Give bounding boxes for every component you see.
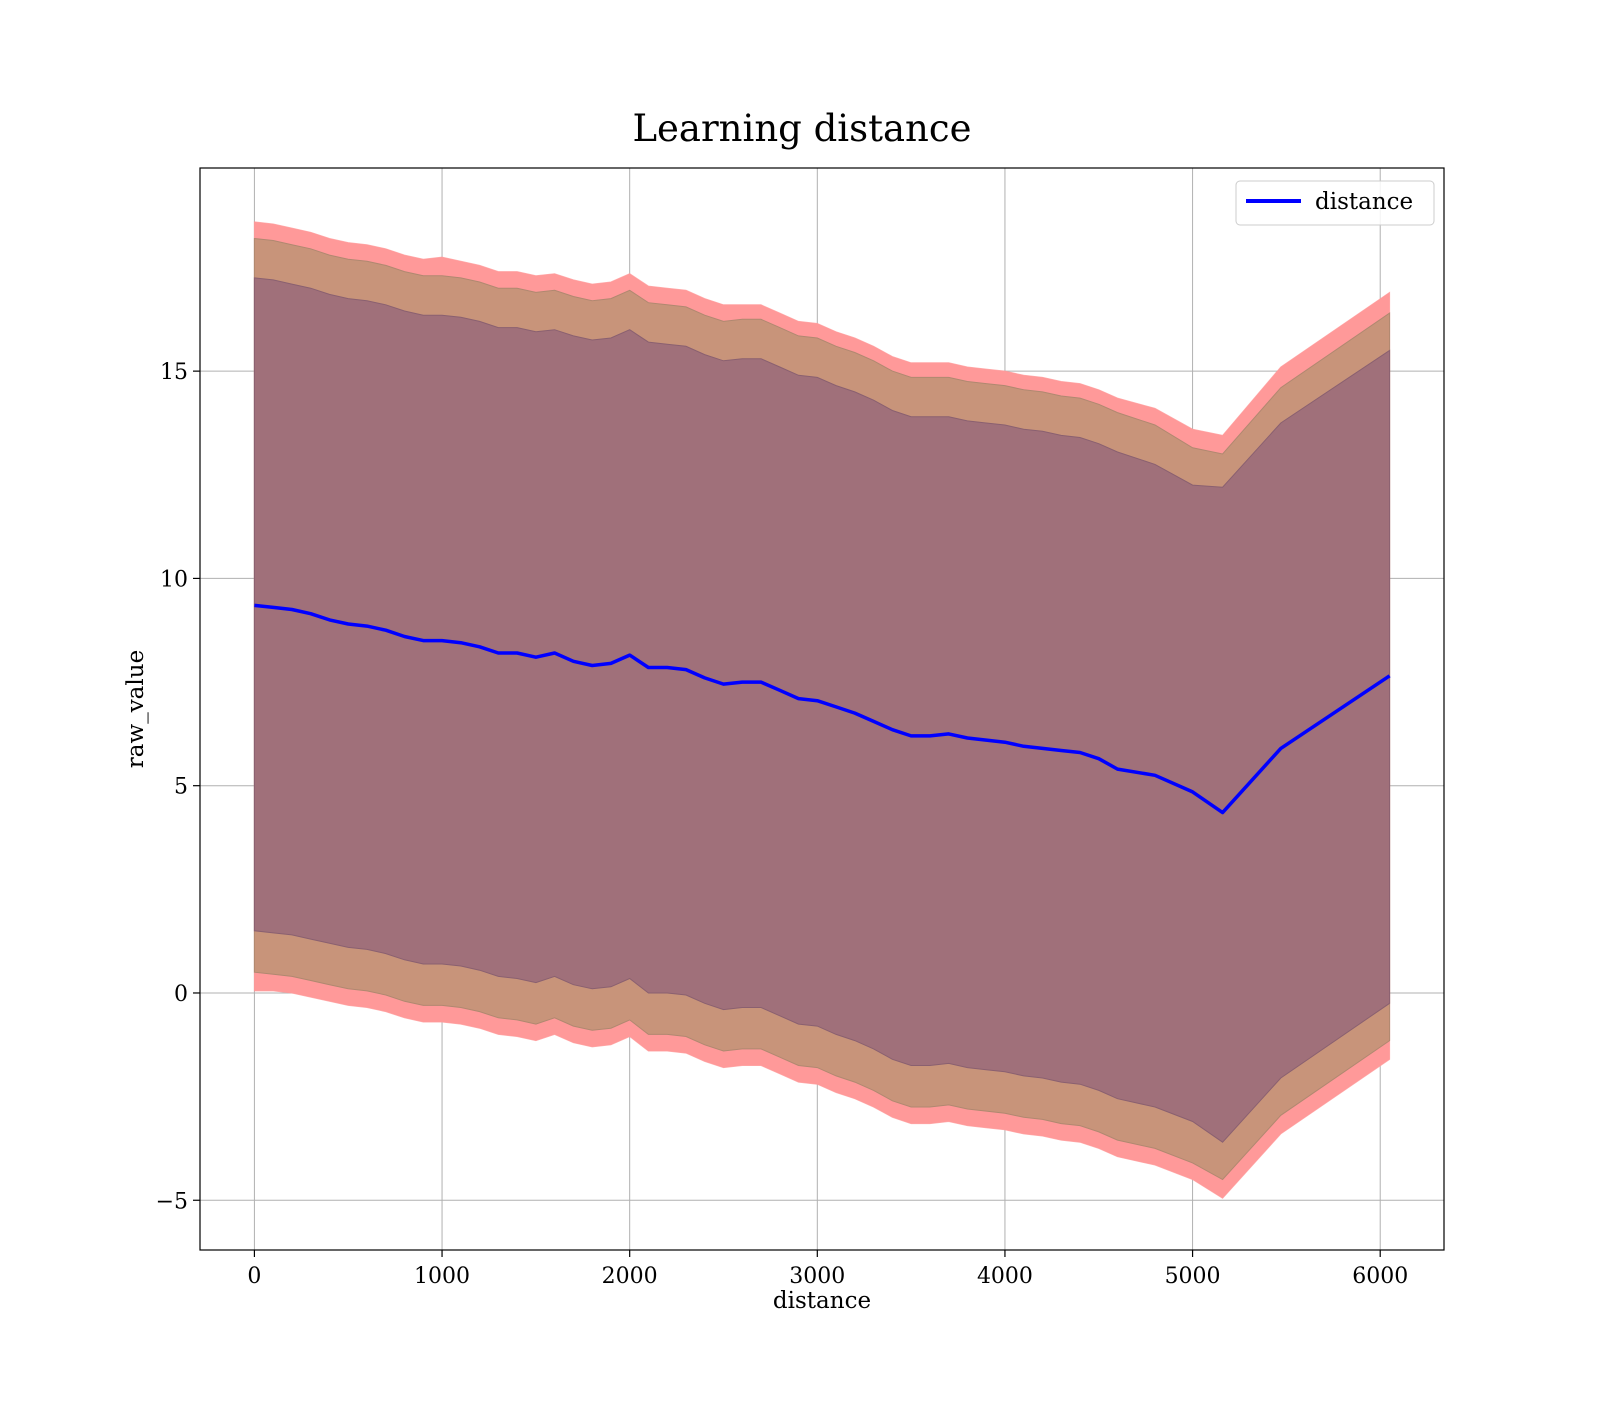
series-line-distance xyxy=(254,603,1391,815)
line-layer xyxy=(254,603,1391,815)
y-tick-label-0: 0 xyxy=(174,982,188,1007)
legend-box xyxy=(1235,180,1435,226)
legend-label-distance: distance xyxy=(1315,189,1413,215)
x-tick-label-3000: 3000 xyxy=(789,1264,845,1289)
y-axis-ticks: −5 0 5 10 15 xyxy=(156,360,200,1214)
band-inner xyxy=(253,277,1391,1143)
x-tick-label-1000: 1000 xyxy=(414,1264,470,1289)
legend: distance xyxy=(1235,180,1435,226)
x-tick-label-4000: 4000 xyxy=(977,1264,1033,1289)
x-axis-ticks: 0 1000 2000 3000 4000 5000 6000 xyxy=(247,1250,1408,1289)
x-tick-label-5000: 5000 xyxy=(1165,1264,1221,1289)
y-tick-label-5: 5 xyxy=(174,775,188,800)
chart-title: Learning distance xyxy=(632,107,971,150)
x-tick-label-0: 0 xyxy=(247,1264,261,1289)
y-tick-label-10: 10 xyxy=(160,567,188,592)
y-tick-label-15: 15 xyxy=(160,360,188,385)
x-tick-label-2000: 2000 xyxy=(602,1264,658,1289)
x-axis-label: distance xyxy=(773,1288,871,1314)
y-axis-label: raw_value xyxy=(123,650,149,768)
plot-frame xyxy=(199,167,1445,1251)
y-tick-label--5: −5 xyxy=(156,1189,188,1214)
x-tick-label-6000: 6000 xyxy=(1352,1264,1408,1289)
band-layer xyxy=(253,221,1391,1199)
